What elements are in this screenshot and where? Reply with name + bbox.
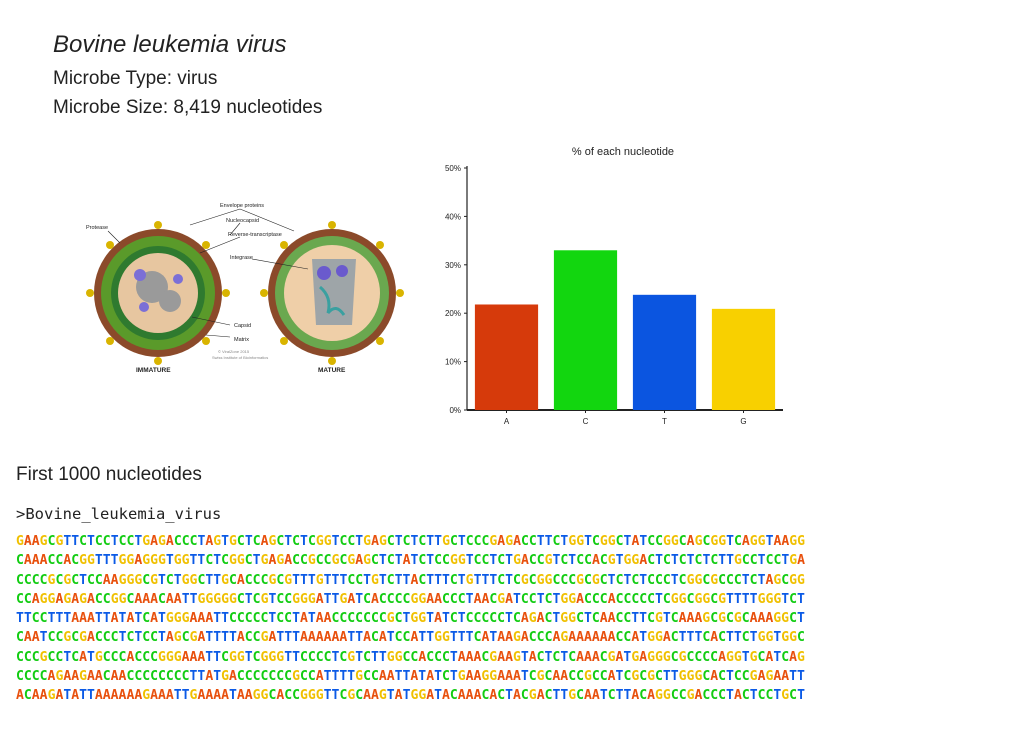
x-tick-label: A xyxy=(504,417,510,426)
label-envelope-proteins: Envelope proteins xyxy=(220,203,264,209)
label-integrase: Integrase xyxy=(230,255,253,261)
x-tick-label: T xyxy=(662,417,667,426)
envelope-spikes xyxy=(86,221,404,365)
nucleotide-bar-chart: % of each nucleotide 0% 10% 20% 30% 40% 50% A C… xyxy=(445,146,783,426)
fasta-header: >Bovine_leukemia_virus xyxy=(16,505,222,523)
label-nucleocapsid: Nucleocapsid xyxy=(226,218,259,224)
microbe-type: Microbe Type: virus xyxy=(53,68,218,89)
sequence-line: GAAGCGTTCTCCTCCTGAGACCCTAGTGCTCAGCTCTCGG… xyxy=(16,534,806,549)
chart-title: % of each nucleotide xyxy=(572,146,674,158)
sequence-line: CAATCCGCGACCCTCTCCTAGCGATTTTACCGATTTAAAA… xyxy=(16,630,805,646)
y-tick-label: 40% xyxy=(445,212,461,221)
virion-diagram: Envelope proteins Nucleocapsid Protease … xyxy=(86,203,404,374)
microbe-name: Bovine leukemia virus xyxy=(53,31,287,58)
label-mature: MATURE xyxy=(318,367,346,374)
bar-T xyxy=(632,294,697,410)
y-tick-label: 10% xyxy=(445,358,461,367)
sequence-line: ACAAGATATTAAAAAAGAAATTGAAAATAAGGCACCGGGT… xyxy=(16,688,805,704)
diagram-credit-2: Swiss Institute of Bioinformatics xyxy=(212,355,268,360)
header: Bovine leukemia virus Microbe Type: viru… xyxy=(53,30,322,122)
immature-virion xyxy=(94,229,222,357)
sequence-line: CCCCGCGCTCCAAGGGCGTCTGGCTTGCACCCGCGTTTGT… xyxy=(16,572,805,588)
y-tick-label: 0% xyxy=(449,406,461,415)
x-tick-label: G xyxy=(740,417,746,426)
diagram-credit-1: © ViralZone 2015 xyxy=(218,349,250,354)
sequence-block: GAAGCGTTCTCCTCCTGAGACCCTAGTGCTCAGCTCTCGG… xyxy=(16,532,1026,706)
label-matrix: Matrix xyxy=(234,337,249,343)
microbe-size: Microbe Size: 8,419 nucleotides xyxy=(53,97,323,118)
bar-G xyxy=(711,308,776,410)
y-tick-label: 20% xyxy=(445,309,461,318)
bar-C xyxy=(553,250,618,410)
sequence-section-title: First 1000 nucleotides xyxy=(16,464,202,485)
sequence-line: CCCCAGAAGAACAACCCCCCCCTTATGACCCCCCCGCCAT… xyxy=(16,669,805,685)
sequence-line: CCAGGAGAGACCGGCAAACAATTGGGGGCTCGTCCGGGAT… xyxy=(16,591,805,607)
sequence-line: CAAACCACGGTTTGGAGGGTGGTTCTCGGCTGAGACCGCC… xyxy=(16,553,806,569)
label-capsid: Capsid xyxy=(234,323,251,329)
x-tick-label: C xyxy=(583,417,589,426)
y-tick-label: 30% xyxy=(445,261,461,270)
label-immature: IMMATURE xyxy=(136,367,171,374)
label-protease: Protease xyxy=(86,225,108,231)
label-reverse-transcriptase: Reverse-transcriptase xyxy=(228,232,282,238)
sequence-line: CCCGCCTCATGCCCACCCGGGAAATTCGGTCGGGTTCCCC… xyxy=(16,649,805,665)
y-tick-label: 50% xyxy=(445,164,461,173)
sequence-line: TTCCTTTAAATTATATCATGGGAAATTCCCCCTCCTATAA… xyxy=(16,611,805,627)
mature-virion xyxy=(268,229,396,357)
bar-A xyxy=(474,304,539,410)
label-lines xyxy=(107,208,309,338)
